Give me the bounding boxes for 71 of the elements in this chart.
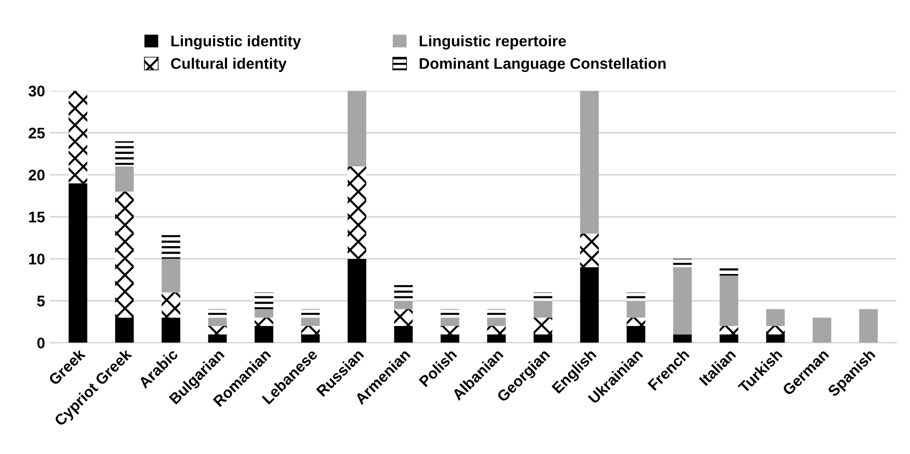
bar — [580, 90, 599, 234]
legend-label: Cultural identity — [171, 58, 287, 72]
bar — [394, 326, 413, 343]
bar — [394, 300, 413, 310]
bar — [348, 258, 366, 343]
bar — [68, 90, 88, 184]
bar — [254, 309, 274, 318]
bar — [208, 334, 227, 343]
bar — [766, 334, 785, 343]
bar — [348, 90, 366, 166]
y-tick-label: 15 — [29, 212, 45, 222]
bar — [254, 292, 274, 310]
bar — [254, 326, 274, 343]
bar — [766, 309, 785, 326]
bar — [301, 309, 320, 318]
bar — [673, 267, 692, 334]
bar — [348, 166, 366, 259]
bar — [440, 318, 460, 326]
bar — [115, 141, 134, 166]
bar — [534, 318, 552, 334]
bar — [626, 300, 646, 318]
bar — [254, 318, 274, 326]
bar — [115, 318, 134, 343]
y-tick-label: 30 — [28, 86, 45, 97]
bar — [626, 326, 646, 343]
bar — [162, 258, 180, 292]
legend-label: Linguistic identity — [171, 35, 302, 50]
bar — [534, 334, 552, 343]
bar — [626, 318, 646, 326]
bar — [720, 276, 738, 326]
bar — [208, 326, 227, 334]
bar — [720, 267, 738, 276]
bar — [162, 318, 180, 343]
bar — [534, 300, 552, 318]
bar — [720, 334, 738, 343]
bar — [812, 318, 832, 343]
bar — [487, 326, 506, 334]
bar — [115, 192, 134, 318]
legend-label: Dominant Language Constellation — [420, 58, 666, 72]
bar — [162, 292, 180, 318]
bar — [487, 318, 506, 326]
bar — [440, 309, 460, 318]
bar — [766, 326, 785, 334]
bar — [394, 284, 413, 301]
bar — [440, 334, 460, 343]
y-tick-label: 10 — [29, 254, 45, 264]
bar — [301, 326, 320, 334]
y-tick-label: 20 — [28, 170, 45, 180]
bar — [580, 234, 599, 268]
bar — [487, 334, 506, 343]
bar — [720, 326, 738, 334]
bar — [208, 309, 227, 318]
bar — [534, 292, 552, 301]
y-tick-label: 0 — [37, 338, 45, 348]
bar — [301, 318, 320, 326]
y-tick-label: 25 — [28, 128, 45, 138]
y-tick-label: 5 — [37, 296, 45, 306]
bar — [68, 183, 88, 343]
bar — [859, 309, 878, 343]
bar — [440, 326, 460, 334]
bar — [580, 267, 599, 343]
bar — [301, 334, 320, 343]
bar — [487, 309, 506, 318]
bar — [673, 334, 692, 343]
bar — [208, 318, 227, 326]
bar — [115, 166, 134, 192]
bar — [626, 292, 646, 301]
bar — [162, 234, 180, 259]
legend-label: Linguistic repertoire — [420, 35, 566, 50]
bar — [394, 309, 413, 326]
bar — [673, 258, 692, 268]
